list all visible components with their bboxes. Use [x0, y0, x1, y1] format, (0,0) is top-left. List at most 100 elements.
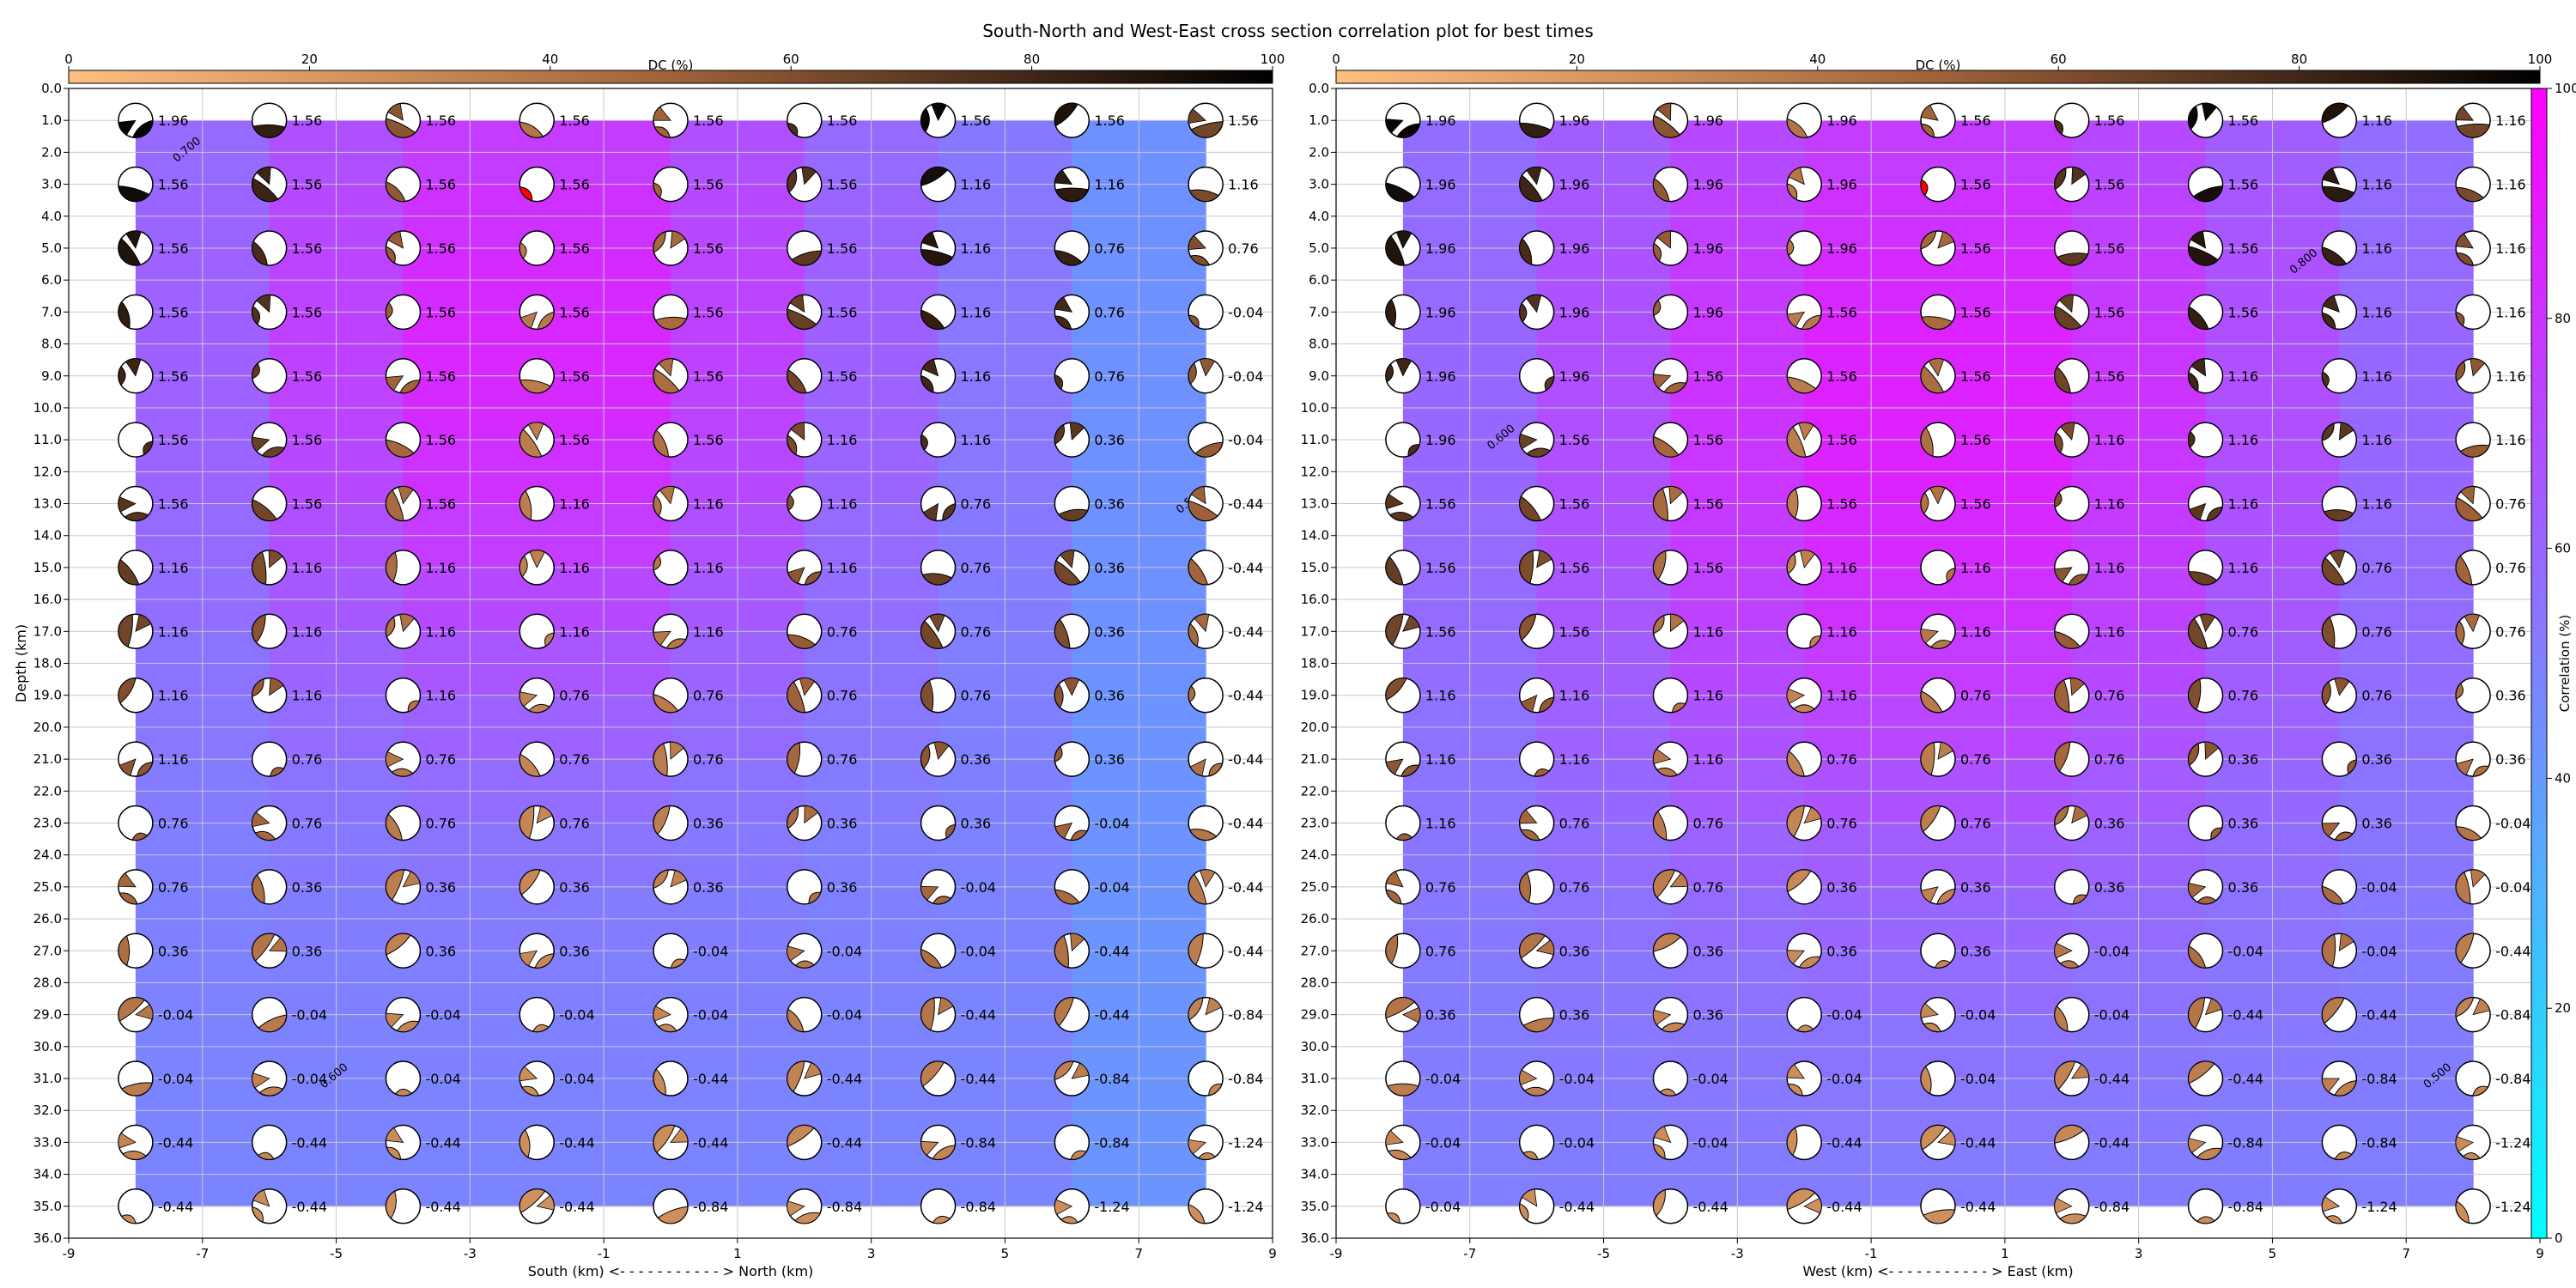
beachball-quadrant	[252, 436, 270, 453]
y-tick-label: 17.0	[1301, 623, 1329, 639]
beachball-quadrant	[1395, 358, 1412, 377]
beachball-compression	[2196, 1147, 2222, 1160]
time-label: 0.36	[1826, 943, 1857, 959]
beachball-marker	[1188, 677, 1224, 714]
beachball-compression	[1188, 557, 1209, 586]
time-label: 1.16	[1425, 815, 1456, 831]
time-label: 0.36	[2495, 751, 2526, 768]
beachball-marker	[2187, 805, 2224, 841]
beachball-marker	[653, 230, 689, 266]
beachball-marker	[1054, 1124, 1091, 1161]
beachball-compression	[1798, 956, 1821, 969]
beachball-marker	[118, 933, 154, 969]
beachball-marker	[1054, 166, 1091, 203]
time-label: 1.16	[693, 560, 724, 576]
time-label: 1.16	[1559, 688, 1590, 704]
beachball-quadrant	[1786, 950, 1806, 965]
beachball-marker	[920, 358, 957, 394]
beachball-marker	[1385, 550, 1421, 586]
beachball-compression	[2472, 765, 2489, 777]
time-label: 1.56	[1960, 368, 1991, 385]
beachball-quadrant	[529, 550, 545, 568]
correlation-colorbar-tick-label: 100	[2555, 81, 2576, 96]
y-tick-label: 18.0	[1301, 656, 1329, 671]
beachball-marker	[1188, 1060, 1224, 1097]
time-label: 1.56	[693, 368, 724, 385]
beachball-marker	[1786, 933, 1822, 969]
time-label: -0.44	[1960, 1199, 1996, 1215]
beachball-quadrant	[527, 422, 544, 441]
time-label: 0.36	[1094, 623, 1125, 640]
beachball-quadrant	[536, 805, 553, 824]
time-label: -0.44	[158, 1199, 193, 1215]
time-label: 1.16	[2094, 623, 2125, 640]
y-tick-label: 33.0	[33, 1134, 62, 1150]
beachball-quadrant	[659, 486, 675, 505]
time-label: -0.04	[1826, 1007, 1862, 1024]
beachball-compression	[252, 1206, 264, 1224]
beachball-compression	[1652, 114, 1681, 138]
time-label: 1.56	[2094, 304, 2125, 320]
beachball-quadrant	[2464, 613, 2480, 633]
time-label: 1.56	[1960, 432, 1991, 448]
beachball-quadrant	[256, 294, 271, 313]
beachball-marker	[2455, 485, 2491, 522]
beachball-quadrant	[920, 1140, 939, 1156]
time-label: 0.76	[961, 496, 992, 513]
beachball-compression	[1385, 677, 1407, 701]
beachball-compression	[385, 439, 415, 458]
beachball-marker	[1518, 933, 1555, 969]
time-label: 0.76	[158, 879, 189, 896]
beachball-quadrant	[921, 358, 939, 377]
time-label: -0.04	[1425, 1134, 1461, 1151]
beachball-marker	[1652, 358, 1689, 394]
beachball-marker	[519, 1060, 555, 1097]
x-tick-label: 1	[733, 1246, 742, 1261]
x-tick-label: -7	[1463, 1246, 1476, 1261]
beachball-compression	[670, 958, 686, 969]
time-label: 1.96	[1559, 304, 1590, 320]
time-label: 1.56	[425, 432, 456, 448]
time-label: 0.76	[827, 688, 858, 704]
beachball-marker	[1920, 996, 1956, 1033]
beachball-quadrant	[1929, 486, 1946, 505]
correlation-colorbar-tick-label: 80	[2555, 311, 2571, 326]
beachball-marker	[1920, 741, 1956, 777]
time-label: -0.84	[961, 1199, 996, 1215]
time-label: 1.56	[1960, 240, 1991, 257]
beachball-marker	[385, 1188, 422, 1224]
time-label: 1.56	[1425, 623, 1456, 640]
time-label: 1.16	[693, 496, 724, 513]
time-label: -0.04	[292, 1071, 327, 1087]
beachball-compression	[653, 182, 662, 198]
time-label: 0.76	[1094, 240, 1125, 257]
time-label: 1.96	[1559, 112, 1590, 129]
beachball-quadrant	[670, 870, 687, 888]
beachball-compression	[1188, 873, 1207, 905]
beachball-compression	[787, 681, 806, 714]
beachball-marker	[385, 933, 422, 969]
beachball-compression	[519, 241, 527, 259]
beachball-compression	[2462, 1152, 2481, 1160]
beachball-compression	[1387, 1149, 1412, 1160]
time-label: -0.84	[2228, 1134, 2263, 1151]
beachball-compression	[1809, 635, 1822, 648]
beachball-compression	[2054, 366, 2071, 394]
time-label: -0.84	[961, 1134, 996, 1151]
beachball-marker	[1920, 166, 1956, 203]
beachball-marker	[1786, 677, 1822, 714]
beachball-marker	[1054, 996, 1091, 1033]
beachball-compression	[519, 1129, 531, 1158]
time-label: -0.44	[1960, 1134, 1996, 1151]
beachball-marker	[519, 358, 555, 394]
beachball-marker	[920, 102, 957, 138]
beachball-compression	[1652, 933, 1682, 952]
beachball-quadrant	[804, 805, 819, 824]
beachball-compression	[2334, 831, 2354, 841]
beachball-compression	[519, 380, 551, 394]
beachball-compression	[2188, 571, 2218, 586]
beachball-marker	[1385, 741, 1421, 777]
beachball-marker	[1385, 1124, 1421, 1161]
beachball-marker	[118, 1060, 154, 1097]
beachball-marker	[385, 294, 422, 331]
